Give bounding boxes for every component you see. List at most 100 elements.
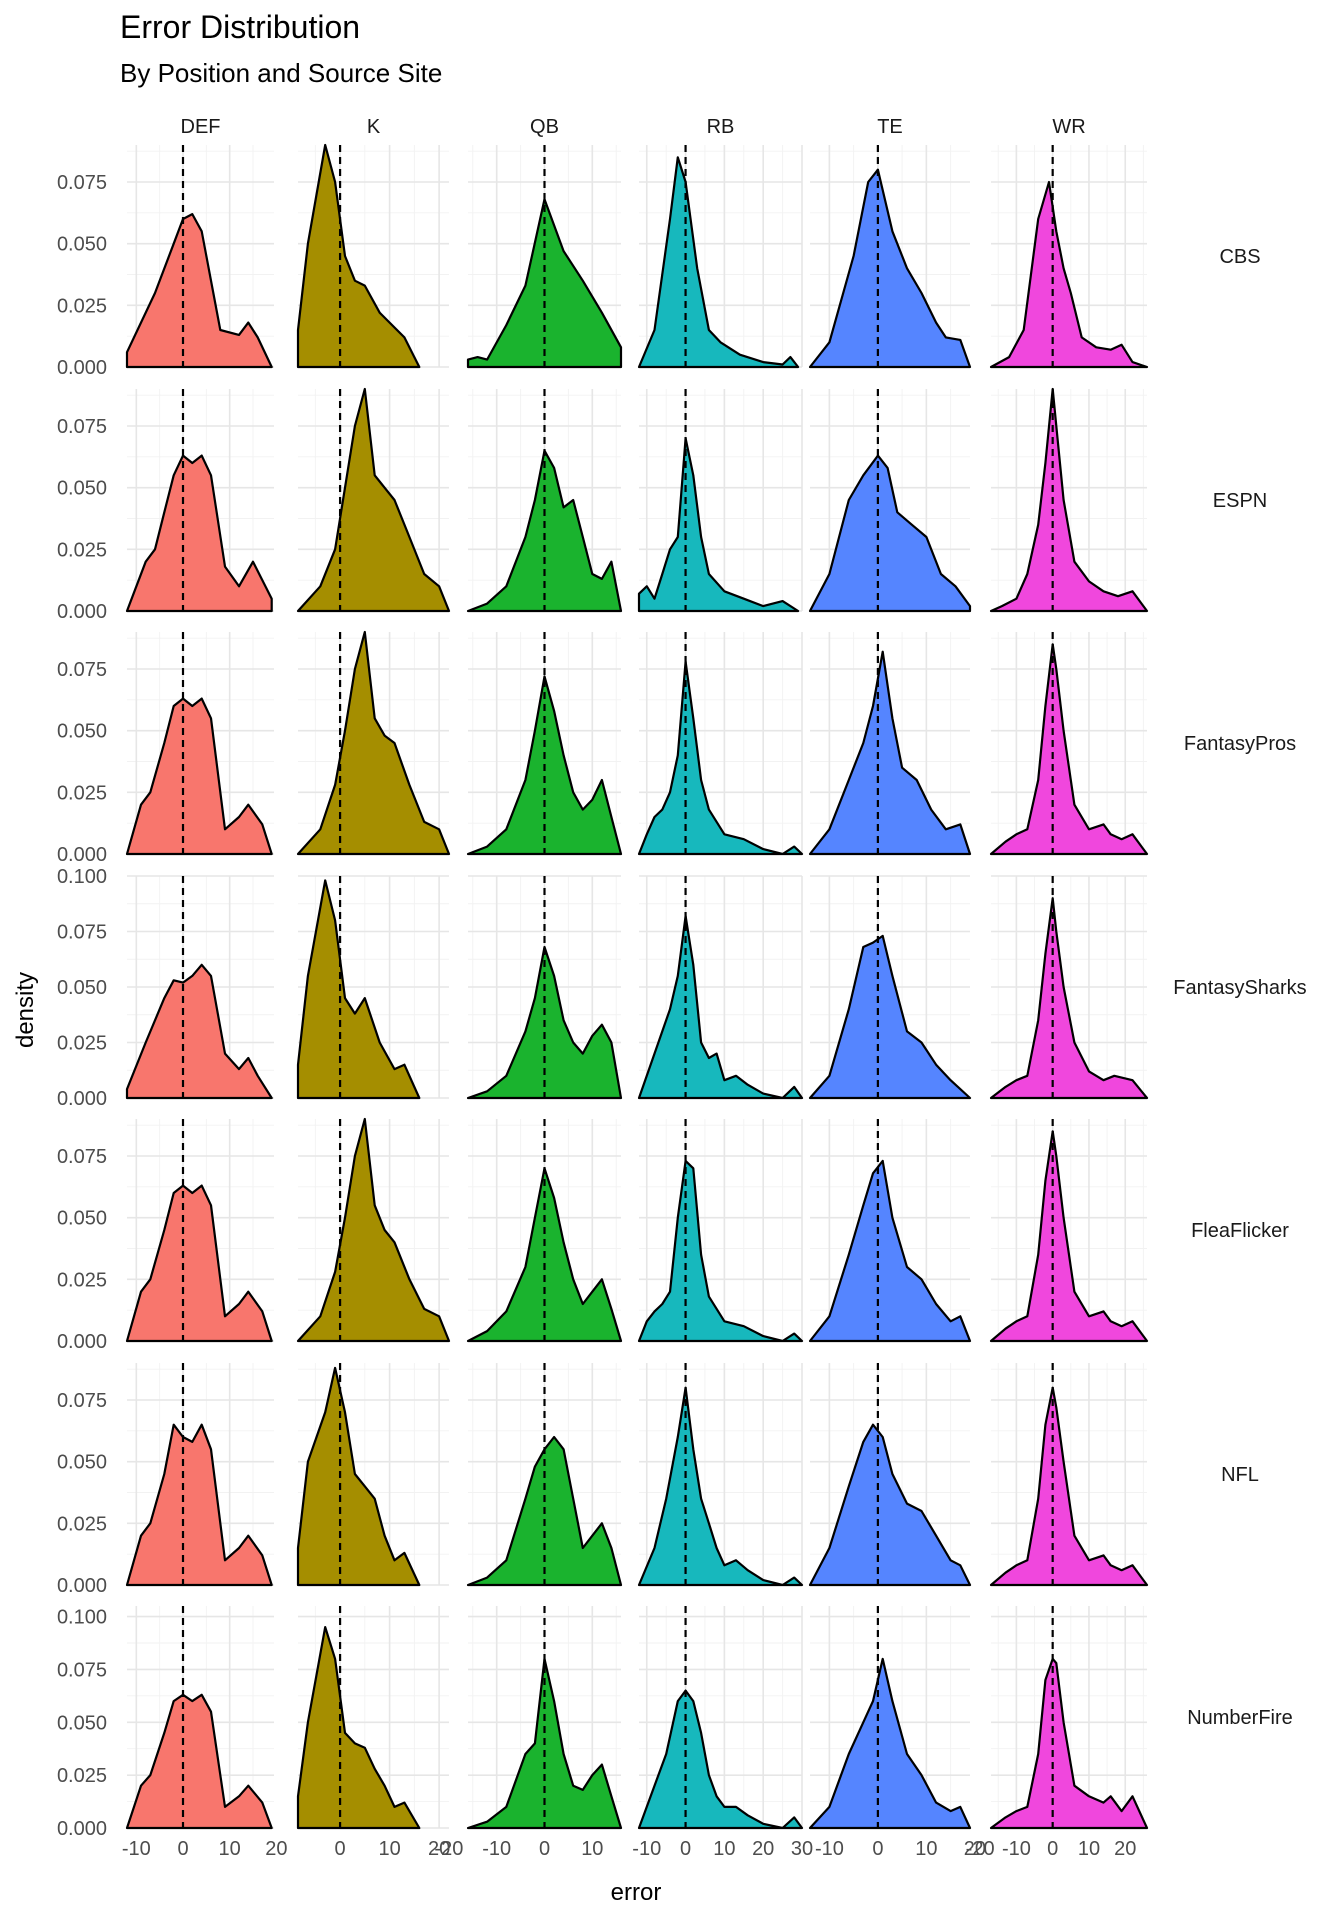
y-tick-label: 0.025 [57,1513,107,1535]
y-tick-label: 0.100 [57,1607,107,1629]
density-area [808,1159,972,1343]
y-tick-label: 0.050 [57,234,107,256]
density-area [989,897,1149,1100]
x-tick-label: -10 [482,1838,511,1860]
density-area [808,168,972,369]
x-tick-label: -10 [815,1838,844,1860]
panel-fleaflicker-rb [637,1119,804,1343]
panel-fantasysharks-qb [466,875,623,1100]
y-tick-label: 0.075 [57,1659,107,1681]
density-area [808,934,972,1100]
y-tick-label: 0.025 [57,1269,107,1291]
panel-espn-te [808,389,972,613]
y-tick-label: 0.025 [57,1765,107,1787]
x-tick-label: -10 [1002,1838,1031,1860]
x-tick-label: -10 [122,1838,151,1860]
density-area [125,1693,273,1830]
density-area [637,1689,804,1830]
column-strip-label: TE [877,116,903,138]
panel-fantasysharks-k [296,875,449,1100]
y-tick-label: 0.050 [57,1452,107,1474]
x-tick-label: 0 [872,1838,883,1860]
row-strip-label: FantasyPros [1184,733,1296,755]
density-area [989,1657,1149,1830]
panel-nfl-rb [637,1363,804,1587]
density-area [296,879,421,1100]
x-tick-label: 0 [1047,1838,1058,1860]
y-tick-label: 0.050 [57,721,107,743]
density-area [125,454,273,613]
panel-cbs-qb [466,145,623,369]
y-tick-label: 0.000 [57,357,107,379]
panel-fantasypros-rb [637,632,804,856]
panel-espn-rb [637,389,803,613]
x-tick-label: 10 [915,1838,937,1860]
row-strip-label: ESPN [1213,490,1267,512]
density-area [125,1184,273,1343]
density-area [989,387,1149,613]
y-tick-label: 0.025 [57,539,107,561]
panel-grid: DEF -10 0 10 20 K 0 10 20 QB -20 -10 0 10 RB -10 0 10 20 30… [57,116,1307,1860]
x-tick-label: 0 [177,1838,188,1860]
x-tick-label: -20 [966,1838,995,1860]
y-tick-label: 0.100 [57,866,107,888]
x-tick-label: 20 [752,1838,774,1860]
x-axis-title: error [611,1879,662,1906]
y-tick-label: 0.075 [57,659,107,681]
density-area [637,437,800,613]
y-tick-label: 0.000 [57,1818,107,1840]
panel-fantasypros-k [296,630,451,856]
density-area [808,650,972,856]
density-area [125,1423,273,1587]
x-tick-label: 20 [1114,1838,1136,1860]
y-tick-label: 0.050 [57,1208,107,1230]
panel-espn-def [125,389,274,613]
panel-numberfire-qb [466,1606,623,1830]
density-area [637,1386,804,1587]
panel-nfl-te [808,1363,972,1587]
y-tick-label: 0.000 [57,1331,107,1353]
column-strip-label: RB [707,116,735,138]
x-tick-label: 0 [335,1838,346,1860]
panel-fantasysharks-wr [989,875,1149,1100]
x-tick-label: 10 [1078,1838,1100,1860]
panel-fantasysharks-rb [637,875,804,1100]
column-strip-label: QB [530,116,559,138]
density-area [125,963,273,1100]
panel-fantasysharks-te [808,875,972,1100]
y-tick-label: 0.000 [57,1088,107,1110]
density-area [125,697,273,856]
density-area [989,643,1149,856]
y-tick-label: 0.000 [57,844,107,866]
density-area [637,914,804,1100]
y-tick-label: 0.075 [57,1146,107,1168]
row-strip-label: NFL [1221,1464,1259,1486]
panel-nfl-wr [989,1363,1149,1587]
density-area [637,1159,804,1343]
x-tick-label: 10 [713,1838,735,1860]
y-tick-label: 0.025 [57,782,107,804]
panel-numberfire-rb [637,1606,804,1830]
y-tick-label: 0.075 [57,172,107,194]
x-tick-label: 0 [680,1838,691,1860]
panel-fleaflicker-k [296,1117,451,1343]
panel-nfl-k [296,1363,449,1587]
y-tick-label: 0.075 [57,1390,107,1412]
x-tick-label: 10 [378,1838,400,1860]
density-area [125,213,273,369]
panel-numberfire-def [125,1606,274,1830]
row-strip-label: FantasySharks [1173,977,1306,999]
y-axis-title: density [12,972,39,1048]
y-tick-label: 0.050 [57,977,107,999]
panel-fleaflicker-qb [466,1119,623,1343]
row-strip-label: FleaFlicker [1191,1220,1289,1242]
row-strip-label: NumberFire [1187,1707,1293,1729]
density-area [808,1423,972,1587]
panel-espn-wr [989,387,1149,613]
x-tick-label: 20 [265,1838,287,1860]
y-tick-label: 0.050 [57,478,107,500]
density-area [296,1366,421,1587]
chart-subtitle: By Position and Source Site [120,58,442,88]
density-area [637,156,800,369]
